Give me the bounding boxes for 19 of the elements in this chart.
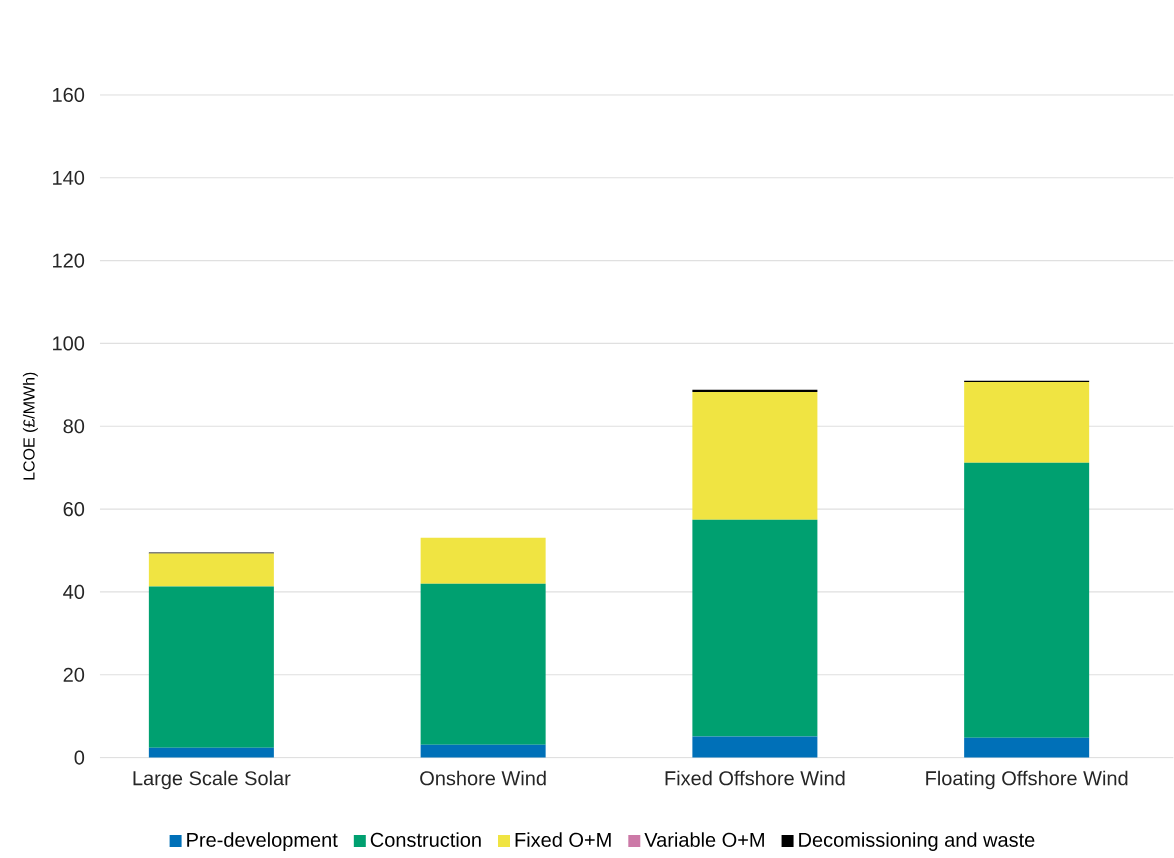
y-tick-label: 120 <box>53 253 85 268</box>
legend-label: Construction <box>370 832 481 848</box>
legend-label: Variable O+M <box>644 832 764 848</box>
x-tick-label: Onshore Wind <box>420 770 546 786</box>
x-tick-label: Large Scale Solar <box>133 770 291 790</box>
y-tick-label: 20 <box>63 667 85 682</box>
y-tick-label: 80 <box>63 419 85 434</box>
legend-label: Fixed O+M <box>515 832 611 848</box>
y-tick-label: 160 <box>53 87 85 103</box>
y-tick-label: 60 <box>63 502 85 517</box>
y-tick-label: 140 <box>53 170 85 185</box>
x-tick-label: Fixed Offshore Wind <box>665 770 845 786</box>
x-tick-label: Floating Offshore Wind <box>926 770 1128 790</box>
y-tick-label: 0 <box>74 750 85 765</box>
y-tick-label: 100 <box>53 336 85 351</box>
legend-label: Pre-development <box>187 832 338 851</box>
y-tick-label: 40 <box>63 584 85 600</box>
y-axis-title: LCOE (£/MWh) <box>22 372 38 480</box>
legend-label: Decomissioning and waste <box>799 832 1035 851</box>
